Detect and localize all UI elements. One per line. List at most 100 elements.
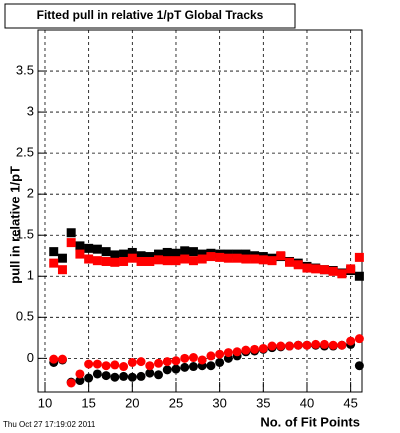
x-tick-label: 35 [256,395,270,410]
point [154,358,164,368]
point [127,247,137,257]
point [337,340,347,350]
point [145,361,155,371]
chart-title: Fitted pull in relative 1/pT Global Trac… [37,8,264,22]
point [258,343,268,353]
point [223,253,233,263]
point [136,371,146,381]
point [276,251,286,261]
point [311,264,321,274]
point [101,247,111,257]
point [215,357,225,367]
point [145,368,155,378]
point [293,340,303,350]
x-axis-label: No. of Fit Points [260,414,360,429]
x-tick-label: 15 [81,395,95,410]
point [101,256,111,266]
point [119,249,129,259]
point [119,362,129,372]
point [171,364,181,374]
x-tick-label: 10 [38,395,52,410]
point [241,345,251,355]
x-tick-label: 40 [300,395,314,410]
point [49,258,59,268]
point [354,271,364,281]
point [276,341,286,351]
point [311,339,321,349]
point [354,252,364,262]
point [302,263,312,273]
point [101,361,111,371]
point [319,339,329,349]
y-tick-label: 2 [27,186,34,201]
point [241,249,251,259]
point [92,256,102,266]
point [197,355,207,365]
point [162,256,172,266]
point [232,253,242,263]
point [92,369,102,379]
point [223,348,233,358]
point [110,250,120,260]
point [206,252,216,262]
point [101,371,111,381]
point [328,340,338,350]
point [127,372,137,382]
point [354,334,364,344]
point [206,361,216,371]
point [162,357,172,367]
y-tick-label: 0.5 [16,309,34,324]
title-box [4,3,296,29]
point [162,247,172,257]
y-tick-label: 3 [27,104,34,119]
point [136,256,146,266]
point [197,249,207,259]
y-tick-label: 2.5 [16,145,34,160]
point [119,371,129,381]
point [197,254,207,264]
point [215,349,225,359]
point [84,254,94,264]
x-tick-label: 45 [343,395,357,410]
point [84,373,94,383]
y-tick-label: 0 [27,350,34,365]
point [215,252,225,262]
point [180,246,190,256]
point [171,248,181,258]
point [127,253,137,263]
point [119,256,129,266]
point [49,354,59,364]
point [241,254,251,264]
point [110,360,120,370]
point [84,359,94,369]
point [127,357,137,367]
point [162,365,172,375]
point [66,228,76,238]
y-tick-label: 1.5 [16,227,34,242]
point [75,241,85,251]
y-axis-label: pull in relative 1/pT [7,166,22,284]
point [154,255,164,265]
frame [37,29,363,393]
point [328,266,338,276]
point [84,243,94,253]
point [136,251,146,261]
point [136,357,146,367]
point [110,257,120,267]
point [75,369,85,379]
point [49,247,59,257]
point [302,340,312,350]
point [145,252,155,262]
y-tick-label: 3.5 [16,62,34,77]
point [145,256,155,266]
point [66,238,76,248]
point [57,253,67,263]
y-tick-label: 1 [27,268,34,283]
point [354,361,364,371]
point [66,378,76,388]
point [258,255,268,265]
point [346,264,356,274]
point [250,344,260,354]
x-tick-label: 25 [169,395,183,410]
point [232,347,242,357]
